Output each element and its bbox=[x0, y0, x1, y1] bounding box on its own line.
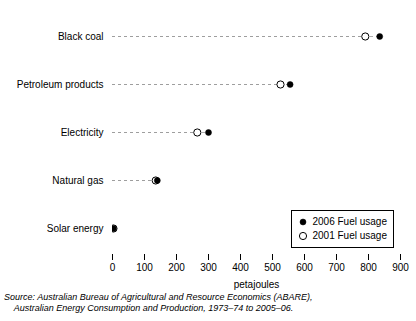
html-text:2006 Fuel usage: 2006 Fuel usage bbox=[312, 216, 387, 227]
svg-text:Electricity: Electricity bbox=[61, 127, 104, 138]
svg-text:400: 400 bbox=[232, 262, 249, 273]
svg-text:300: 300 bbox=[200, 262, 217, 273]
svg-text:0: 0 bbox=[110, 262, 116, 273]
svg-text:Black coal: Black coal bbox=[58, 31, 104, 42]
svg-text:Petroleum products: Petroleum products bbox=[17, 79, 104, 90]
svg-text:600: 600 bbox=[296, 262, 313, 273]
svg-text:700: 700 bbox=[328, 262, 345, 273]
svg-text:Natural gas: Natural gas bbox=[52, 175, 103, 186]
svg-text:500: 500 bbox=[264, 262, 281, 273]
html-text:Source: Australian Bureau of A: Source: Australian Bureau of Agricultura… bbox=[4, 292, 313, 313]
svg-text:100: 100 bbox=[136, 262, 153, 273]
html-text:2001 Fuel usage: 2001 Fuel usage bbox=[312, 230, 387, 241]
svg-text:200: 200 bbox=[168, 262, 185, 273]
svg-text:Solar energy: Solar energy bbox=[47, 223, 104, 234]
svg-text:900: 900 bbox=[392, 262, 409, 273]
svg-text:petajoules: petajoules bbox=[234, 279, 280, 290]
svg-text:800: 800 bbox=[360, 262, 377, 273]
